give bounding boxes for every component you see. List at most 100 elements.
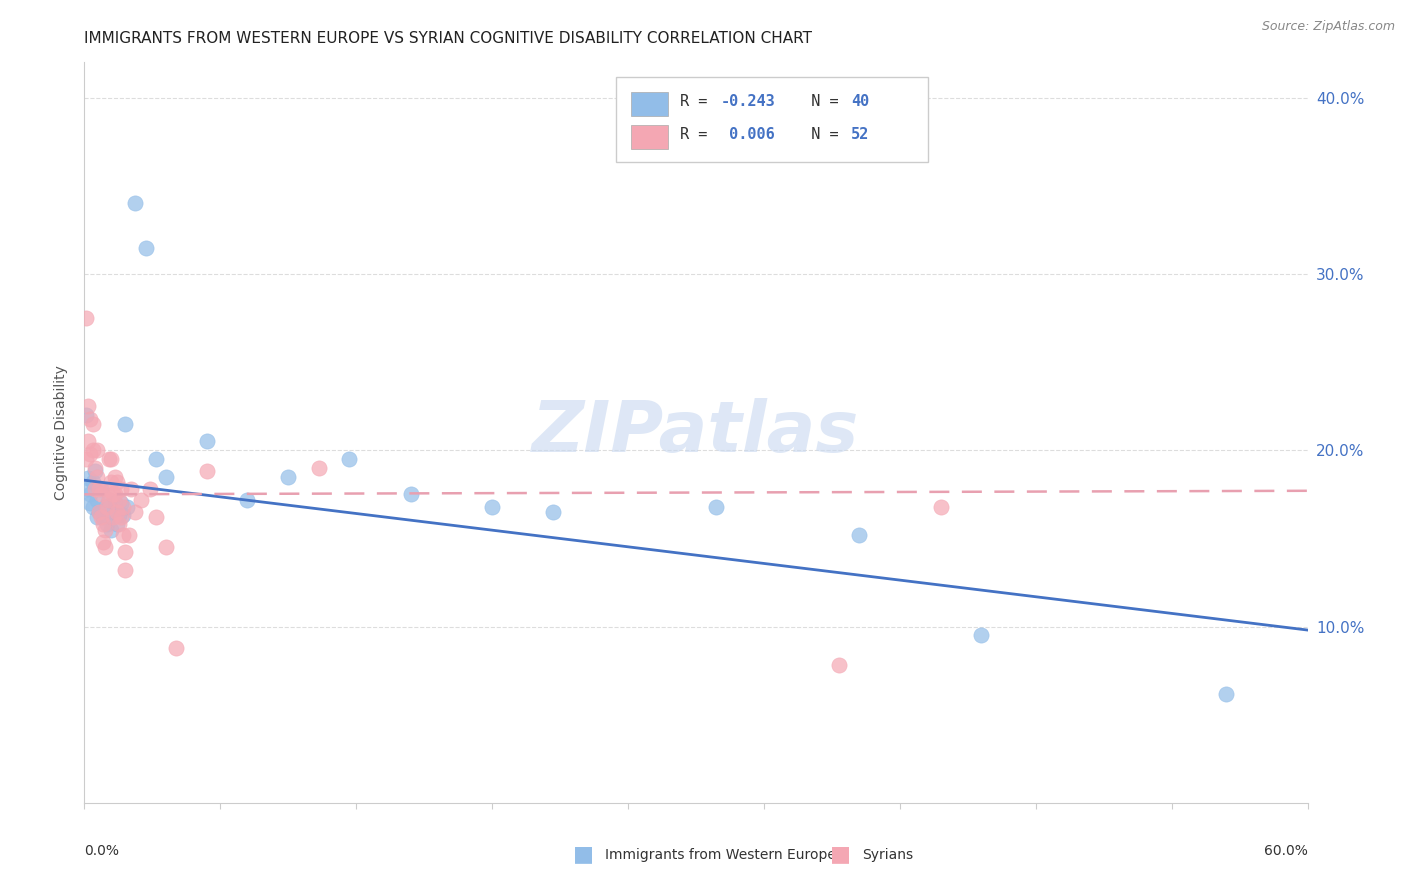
- Text: 0.0%: 0.0%: [84, 844, 120, 857]
- Point: [105, 505, 128, 519]
- Point: [75, 452, 97, 467]
- Point: [970, 628, 993, 642]
- Point: [105, 517, 128, 532]
- Text: 0.006: 0.006: [720, 128, 775, 143]
- Text: IMMIGRANTS FROM WESTERN EUROPE VS SYRIAN COGNITIVE DISABILITY CORRELATION CHART: IMMIGRANTS FROM WESTERN EUROPE VS SYRIAN…: [84, 31, 813, 46]
- Point: [79, 447, 101, 461]
- Point: [112, 528, 135, 542]
- Point: [108, 517, 131, 532]
- Point: [87, 505, 110, 519]
- Point: [112, 500, 135, 514]
- Point: [77, 434, 100, 449]
- Text: N =: N =: [793, 128, 848, 143]
- Text: N =: N =: [793, 95, 848, 109]
- Text: Immigrants from Western Europe: Immigrants from Western Europe: [605, 847, 835, 862]
- Point: [86, 469, 108, 483]
- Text: R =: R =: [681, 95, 717, 109]
- Point: [79, 487, 101, 501]
- Point: [110, 496, 132, 510]
- Point: [86, 492, 108, 507]
- Point: [120, 482, 142, 496]
- Point: [195, 434, 218, 449]
- Point: [82, 500, 104, 514]
- Point: [101, 487, 124, 501]
- Point: [82, 443, 104, 458]
- Point: [277, 469, 299, 483]
- Point: [100, 452, 122, 467]
- Point: [91, 517, 114, 532]
- Text: 52: 52: [851, 128, 869, 143]
- Point: [481, 500, 503, 514]
- Text: 60.0%: 60.0%: [1264, 844, 1308, 857]
- Point: [195, 464, 218, 478]
- Point: [97, 452, 120, 467]
- Point: [118, 528, 141, 542]
- Point: [97, 492, 120, 507]
- Point: [828, 658, 851, 673]
- Point: [79, 411, 101, 425]
- Point: [145, 510, 167, 524]
- Point: [93, 523, 115, 537]
- Point: [236, 492, 259, 507]
- Point: [91, 510, 114, 524]
- Point: [110, 482, 132, 496]
- Point: [97, 492, 120, 507]
- Point: [848, 528, 870, 542]
- Point: [114, 545, 136, 559]
- Point: [77, 471, 100, 485]
- Point: [124, 196, 146, 211]
- FancyBboxPatch shape: [616, 78, 928, 162]
- Point: [77, 399, 100, 413]
- Point: [1215, 686, 1237, 700]
- Point: [86, 510, 108, 524]
- Point: [105, 475, 128, 489]
- Point: [104, 469, 127, 483]
- Point: [90, 482, 112, 496]
- Text: R =: R =: [681, 128, 717, 143]
- Point: [100, 475, 122, 489]
- Text: ■: ■: [574, 845, 593, 864]
- Point: [87, 482, 110, 496]
- Point: [124, 505, 146, 519]
- Point: [104, 487, 127, 501]
- Point: [93, 500, 115, 514]
- Point: [83, 461, 105, 475]
- Point: [79, 496, 101, 510]
- Point: [82, 475, 104, 489]
- Point: [543, 505, 565, 519]
- Point: [101, 510, 124, 524]
- Bar: [631, 126, 668, 149]
- Point: [87, 505, 110, 519]
- Point: [86, 443, 108, 458]
- Text: ZIPatlas: ZIPatlas: [533, 398, 859, 467]
- Point: [90, 487, 112, 501]
- Text: Syrians: Syrians: [862, 847, 912, 862]
- Text: Source: ZipAtlas.com: Source: ZipAtlas.com: [1261, 20, 1395, 33]
- Point: [399, 487, 422, 501]
- Point: [114, 417, 136, 431]
- Point: [75, 408, 97, 422]
- Point: [165, 640, 187, 655]
- Point: [110, 510, 132, 524]
- Point: [96, 482, 118, 496]
- Point: [308, 461, 330, 475]
- Point: [91, 535, 114, 549]
- Point: [155, 540, 177, 554]
- Bar: [631, 92, 668, 116]
- Point: [115, 500, 138, 514]
- Text: -0.243: -0.243: [720, 95, 775, 109]
- Point: [83, 464, 105, 478]
- Point: [706, 500, 728, 514]
- Point: [929, 500, 952, 514]
- Point: [90, 510, 112, 524]
- Point: [145, 452, 167, 467]
- Point: [135, 240, 157, 255]
- Point: [138, 482, 160, 496]
- Point: [101, 505, 124, 519]
- Y-axis label: Cognitive Disability: Cognitive Disability: [55, 365, 69, 500]
- Point: [108, 508, 131, 523]
- Point: [82, 417, 104, 431]
- Point: [83, 482, 105, 496]
- Point: [75, 311, 97, 326]
- Point: [93, 540, 115, 554]
